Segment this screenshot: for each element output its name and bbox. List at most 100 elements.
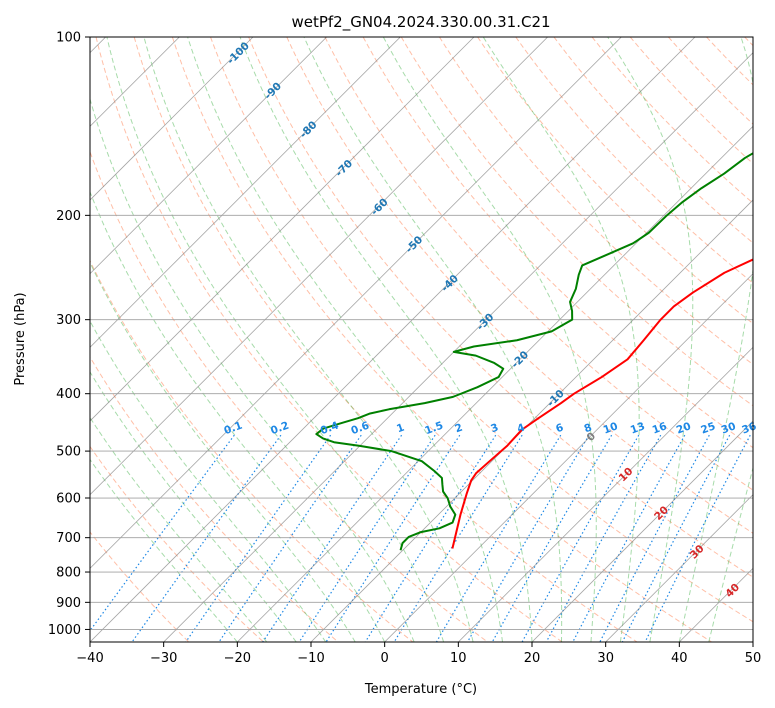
y-tick-label: 300	[56, 313, 81, 328]
x-tick-label: 30	[597, 651, 614, 666]
skewed-isotherm	[90, 37, 254, 201]
mixing-ratio-line	[131, 434, 282, 642]
skewed-isotherm	[458, 346, 753, 642]
dry-adiabat	[439, 37, 753, 366]
skewed-isotherm	[163, 52, 753, 642]
dry-adiabat	[90, 150, 488, 642]
mixing-ratio-label: 0.4	[319, 420, 341, 438]
x-tick-label: 10	[450, 651, 467, 666]
moist-adiabat	[239, 37, 533, 642]
moist-adiabat	[90, 416, 268, 642]
mixing-ratio-label: 0.2	[269, 420, 291, 438]
y-tick-label: 100	[56, 31, 81, 46]
dry-adiabat	[553, 37, 753, 244]
mixing-ratio-label: 4	[516, 421, 527, 435]
mixing-ratio-line	[364, 434, 497, 642]
mixing-ratio-label: 30	[720, 420, 738, 436]
skewed-isotherm	[90, 37, 696, 642]
dry-adiabat	[171, 37, 712, 642]
mixing-ratio-line	[90, 434, 235, 632]
mixing-ratio-label: 13	[629, 420, 647, 436]
mixing-ratio-label: 16	[651, 420, 669, 436]
moist-adiabat	[708, 466, 753, 642]
skewed-isotherm	[90, 37, 475, 422]
moist-adiabat	[482, 37, 640, 642]
mixing-ratio-line	[393, 434, 523, 642]
mixing-ratio-label: 6	[554, 421, 565, 435]
mixing-ratio-label: 1.5	[423, 420, 445, 438]
mixing-ratio-line	[491, 434, 613, 642]
dry-adiabat	[210, 37, 753, 623]
dry-adiabat	[133, 37, 638, 642]
y-tick-label: 700	[56, 531, 81, 546]
dry-adiabat	[90, 259, 414, 642]
x-tick-label: −20	[224, 651, 251, 666]
skewed-isotherm	[237, 125, 753, 642]
mixing-ratio-label: 1	[395, 421, 406, 435]
moist-adiabat	[143, 37, 474, 642]
mixing-ratio-label: 3	[489, 421, 500, 435]
moist-adiabat	[607, 37, 694, 642]
dry-adiabat	[324, 37, 753, 491]
profile-lines	[315, 152, 753, 551]
mixing-ratio-label: 0.6	[349, 420, 371, 438]
y-tick-label: 800	[56, 566, 81, 581]
plot-frame	[89, 36, 754, 643]
skewed-isotherm	[384, 273, 753, 642]
y-tick-label: 1000	[48, 623, 81, 638]
y-tick-label: 600	[56, 492, 81, 507]
x-tick-label: 50	[745, 651, 762, 666]
mixing-ratio-line	[466, 434, 590, 642]
axis-ticks: −40 −30 −20 −10 0 10 20 30 40 5010020030040050060…	[48, 31, 761, 667]
mixing-ratio-line	[644, 434, 751, 642]
x-tick-label: 40	[671, 651, 688, 666]
mixing-ratio-label: 2	[453, 421, 464, 435]
skewed-isotherm	[531, 420, 753, 642]
mixing-ratio-line	[572, 434, 686, 642]
x-tick-label: 20	[524, 651, 541, 666]
mixing-ratio-label: 20	[675, 420, 693, 436]
mixing-ratio-label: 0.1	[222, 420, 244, 438]
x-axis-label: Temperature (°C)	[364, 682, 477, 697]
mixing-ratio-label: 8	[583, 421, 594, 435]
moist-adiabat	[678, 37, 753, 642]
y-axis-label: Pressure (hPa)	[13, 292, 28, 385]
y-tick-label: 900	[56, 596, 81, 611]
skewed-isotherm	[90, 37, 622, 569]
moist-adiabat	[106, 37, 445, 642]
dry-adiabat	[90, 445, 264, 642]
dry-adiabat	[515, 37, 753, 284]
x-tick-label: −30	[150, 651, 177, 666]
dry-adiabat	[90, 356, 339, 642]
x-tick-label: −40	[76, 651, 103, 666]
chart-title: wetPf2_GN04.2024.330.00.31.C21	[291, 13, 550, 32]
dewpoint-profile	[315, 152, 753, 551]
mixing-ratio-line	[325, 434, 461, 642]
skewed-isotherm	[90, 37, 548, 496]
moist-adiabat	[90, 261, 356, 642]
mixing-ratio-line	[545, 434, 662, 642]
mixing-ratio-line	[621, 434, 731, 642]
moist-adiabat	[90, 190, 386, 642]
mixing-ratio-line	[218, 434, 362, 642]
dry-adiabat	[95, 37, 563, 642]
dry-adiabat	[400, 37, 753, 407]
dry-adiabat	[248, 37, 753, 578]
y-tick-label: 500	[56, 445, 81, 460]
mixing-ratio-label: 36	[740, 420, 758, 436]
x-tick-label: 0	[381, 651, 389, 666]
mixing-ratio-label: 25	[699, 420, 717, 436]
dry-adiabat	[629, 37, 753, 165]
mixing-ratio-line	[298, 434, 436, 642]
mixing-ratio-line	[435, 434, 562, 642]
moist-adiabat	[90, 320, 327, 642]
y-tick-label: 400	[56, 387, 81, 402]
x-tick-label: −10	[297, 651, 324, 666]
temperature-profile	[451, 258, 753, 549]
dry-adiabat	[286, 37, 753, 534]
y-tick-label: 200	[56, 209, 81, 224]
moist-adiabat	[382, 37, 597, 642]
skewed-isotherm	[605, 494, 753, 642]
